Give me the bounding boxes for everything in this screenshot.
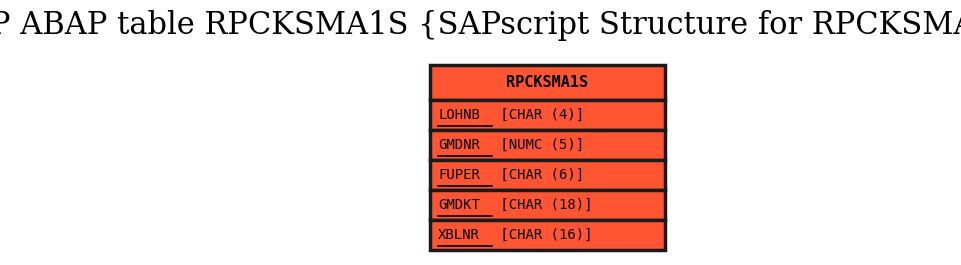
FancyBboxPatch shape xyxy=(430,190,665,220)
FancyBboxPatch shape xyxy=(430,220,665,250)
Text: GMDNR: GMDNR xyxy=(438,138,480,152)
FancyBboxPatch shape xyxy=(430,160,665,190)
Text: GMDKT: GMDKT xyxy=(438,198,480,212)
Text: XBLNR: XBLNR xyxy=(438,228,480,242)
Text: [CHAR (4)]: [CHAR (4)] xyxy=(492,108,584,122)
Text: RPCKSMA1S: RPCKSMA1S xyxy=(506,75,588,90)
Text: [CHAR (18)]: [CHAR (18)] xyxy=(492,198,593,212)
Text: [CHAR (6)]: [CHAR (6)] xyxy=(492,168,584,182)
FancyBboxPatch shape xyxy=(430,100,665,130)
Text: FUPER: FUPER xyxy=(438,168,480,182)
Text: [NUMC (5)]: [NUMC (5)] xyxy=(492,138,584,152)
FancyBboxPatch shape xyxy=(430,65,665,100)
FancyBboxPatch shape xyxy=(430,130,665,160)
Text: LOHNB: LOHNB xyxy=(438,108,480,122)
Text: SAP ABAP table RPCKSMA1S {SAPscript Structure for RPCKSMA1}: SAP ABAP table RPCKSMA1S {SAPscript Stru… xyxy=(0,10,961,41)
Text: [CHAR (16)]: [CHAR (16)] xyxy=(492,228,593,242)
